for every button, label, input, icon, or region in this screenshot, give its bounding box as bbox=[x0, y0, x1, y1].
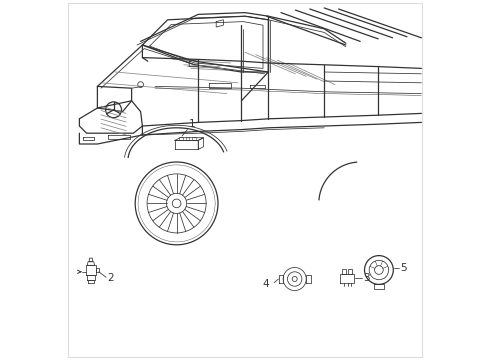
Text: 5: 5 bbox=[400, 263, 406, 273]
Text: 3: 3 bbox=[363, 273, 370, 283]
Text: 4: 4 bbox=[262, 279, 269, 289]
Text: 2: 2 bbox=[107, 273, 114, 283]
Text: 1: 1 bbox=[189, 118, 196, 129]
